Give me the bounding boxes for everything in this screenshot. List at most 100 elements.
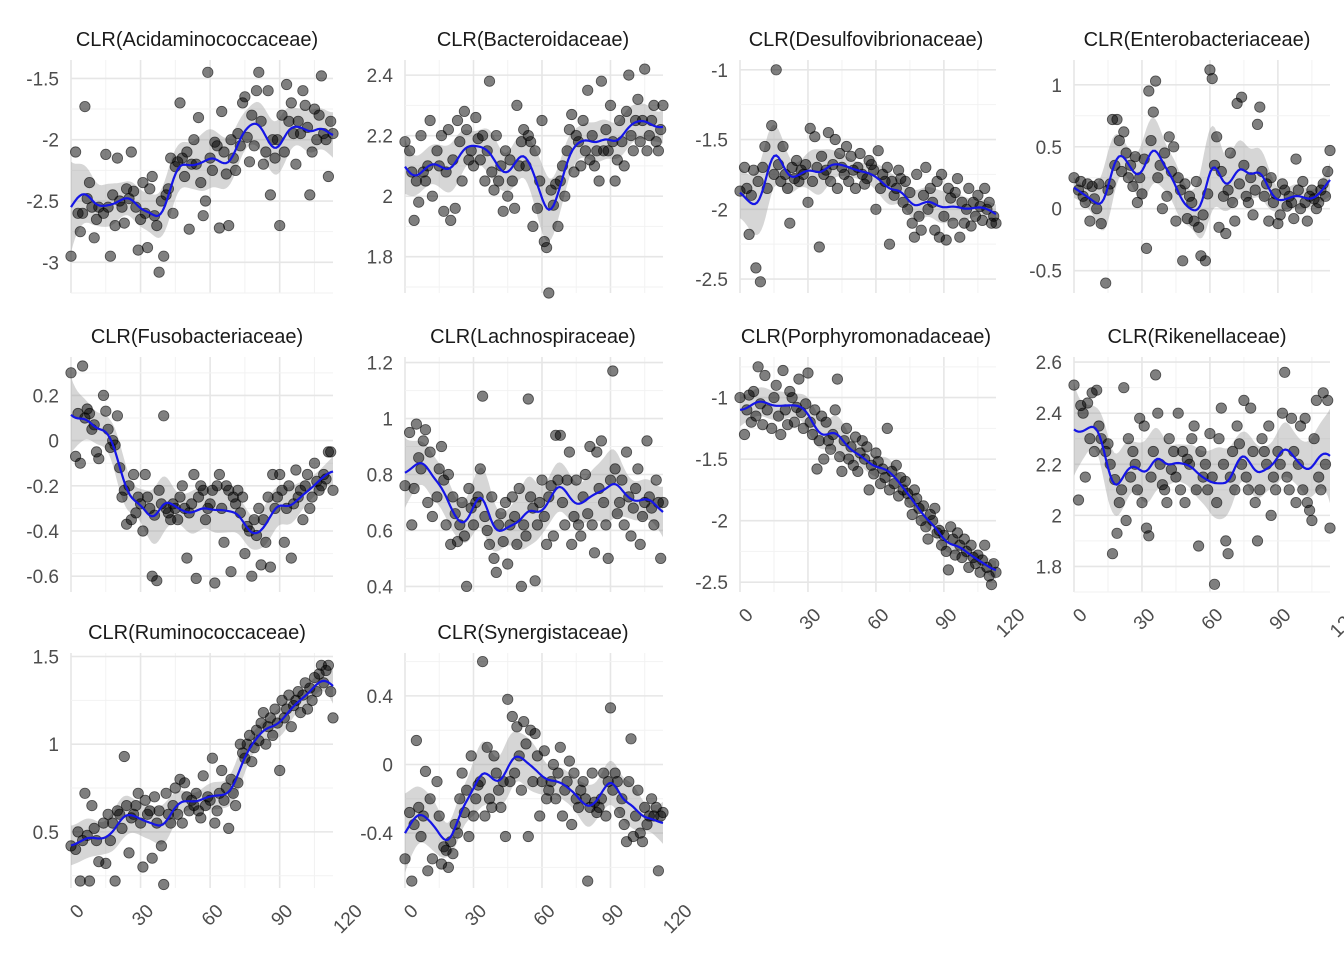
data-point bbox=[132, 787, 144, 799]
data-point bbox=[745, 189, 757, 201]
data-point bbox=[743, 228, 755, 240]
data-point bbox=[504, 154, 516, 166]
data-point bbox=[1281, 471, 1293, 483]
data-point bbox=[139, 794, 151, 806]
data-point bbox=[1127, 180, 1139, 192]
data-point bbox=[531, 202, 544, 214]
data-point bbox=[158, 250, 170, 262]
data-point bbox=[559, 190, 571, 202]
data-point bbox=[1217, 458, 1230, 470]
data-point bbox=[1297, 484, 1309, 496]
data-point bbox=[504, 775, 516, 788]
data-point bbox=[1211, 131, 1223, 143]
x-tick-label: 30 bbox=[461, 901, 491, 931]
data-point bbox=[253, 502, 265, 514]
data-point bbox=[1118, 126, 1130, 138]
panel-title: CLR(Synergistaceae) bbox=[437, 622, 628, 644]
data-point bbox=[460, 124, 473, 136]
data-point bbox=[1258, 445, 1270, 458]
data-point bbox=[463, 482, 475, 495]
data-point bbox=[652, 145, 665, 157]
data-point bbox=[104, 834, 117, 847]
data-point bbox=[518, 715, 530, 728]
data-point bbox=[426, 510, 438, 523]
x-tick-label: 90 bbox=[598, 901, 628, 931]
data-point bbox=[65, 250, 77, 262]
data-point bbox=[413, 196, 425, 208]
data-point bbox=[547, 530, 560, 542]
data-point bbox=[577, 775, 589, 788]
panel-bacteroidaceae: 1.8 2 2.2 2.4 CLR(Bacteroidaceae) bbox=[367, 29, 669, 299]
data-point bbox=[854, 147, 866, 160]
data-point bbox=[634, 538, 646, 551]
data-point bbox=[492, 175, 505, 187]
data-point bbox=[449, 202, 461, 214]
data-point bbox=[81, 193, 93, 205]
data-point bbox=[588, 160, 601, 172]
data-point bbox=[77, 207, 89, 219]
data-point bbox=[167, 207, 179, 219]
data-point bbox=[1285, 412, 1298, 424]
data-point bbox=[920, 161, 932, 173]
data-point bbox=[181, 552, 193, 564]
data-point bbox=[313, 109, 325, 121]
data-point bbox=[83, 177, 96, 189]
data-point bbox=[824, 175, 837, 187]
data-point bbox=[1147, 106, 1159, 118]
data-point bbox=[616, 136, 628, 148]
x-tick-labels: 0 30 60 90 120 bbox=[400, 901, 696, 938]
data-point bbox=[972, 189, 984, 201]
y-tick-labels: 1.8 2 2.2 2.4 2.6 bbox=[1036, 353, 1063, 578]
data-point bbox=[257, 158, 269, 170]
data-point bbox=[788, 416, 801, 428]
y-tick-label: -1.5 bbox=[695, 450, 728, 471]
data-point bbox=[618, 519, 630, 531]
data-point bbox=[770, 379, 782, 391]
data-point bbox=[100, 405, 112, 417]
data-point bbox=[935, 168, 948, 180]
y-tick-label: 1.5 bbox=[33, 648, 59, 669]
data-point bbox=[613, 114, 626, 127]
data-point bbox=[283, 115, 295, 127]
data-point bbox=[299, 99, 311, 112]
y-tick-labels: -0.4 0 0.4 bbox=[360, 687, 393, 845]
data-point bbox=[239, 547, 251, 560]
data-point bbox=[172, 514, 184, 526]
data-point bbox=[1145, 135, 1157, 147]
x-tick-label: 30 bbox=[128, 901, 158, 931]
data-point bbox=[435, 440, 448, 453]
data-point bbox=[93, 453, 105, 465]
data-point bbox=[806, 175, 819, 187]
data-point bbox=[586, 519, 598, 531]
data-point bbox=[577, 114, 589, 127]
data-point bbox=[1313, 471, 1325, 483]
data-point bbox=[74, 226, 86, 238]
data-point bbox=[1152, 172, 1164, 184]
data-point bbox=[306, 491, 318, 503]
data-point bbox=[250, 85, 263, 97]
data-point bbox=[529, 575, 541, 587]
data-point bbox=[648, 519, 660, 531]
data-point bbox=[890, 459, 902, 471]
data-point bbox=[915, 224, 927, 236]
data-point bbox=[820, 416, 832, 428]
data-point bbox=[492, 784, 505, 796]
data-point bbox=[1068, 379, 1080, 391]
data-point bbox=[800, 159, 812, 171]
data-point bbox=[488, 750, 500, 762]
data-point bbox=[406, 875, 418, 887]
data-point bbox=[1220, 227, 1232, 240]
data-point bbox=[479, 175, 491, 187]
panel-title: CLR(Ruminococcaceae) bbox=[88, 622, 306, 644]
data-point bbox=[811, 463, 823, 475]
data-point bbox=[949, 186, 961, 199]
data-point bbox=[499, 830, 512, 843]
x-tick-label: 0 bbox=[1069, 605, 1091, 627]
data-point bbox=[1310, 394, 1323, 406]
data-point bbox=[511, 99, 523, 112]
data-point bbox=[174, 491, 186, 503]
data-point bbox=[481, 741, 493, 753]
data-point bbox=[327, 484, 339, 496]
data-point bbox=[269, 703, 281, 715]
